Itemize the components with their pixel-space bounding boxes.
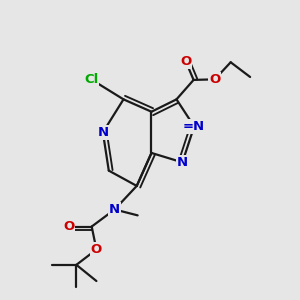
Text: O: O <box>209 73 220 86</box>
Text: N: N <box>177 156 188 169</box>
Text: Cl: Cl <box>84 73 98 86</box>
Text: O: O <box>180 55 191 68</box>
Text: O: O <box>91 243 102 256</box>
Text: N: N <box>97 126 109 139</box>
Text: N: N <box>109 203 120 216</box>
Text: =N: =N <box>183 120 205 133</box>
Text: O: O <box>63 220 75 233</box>
